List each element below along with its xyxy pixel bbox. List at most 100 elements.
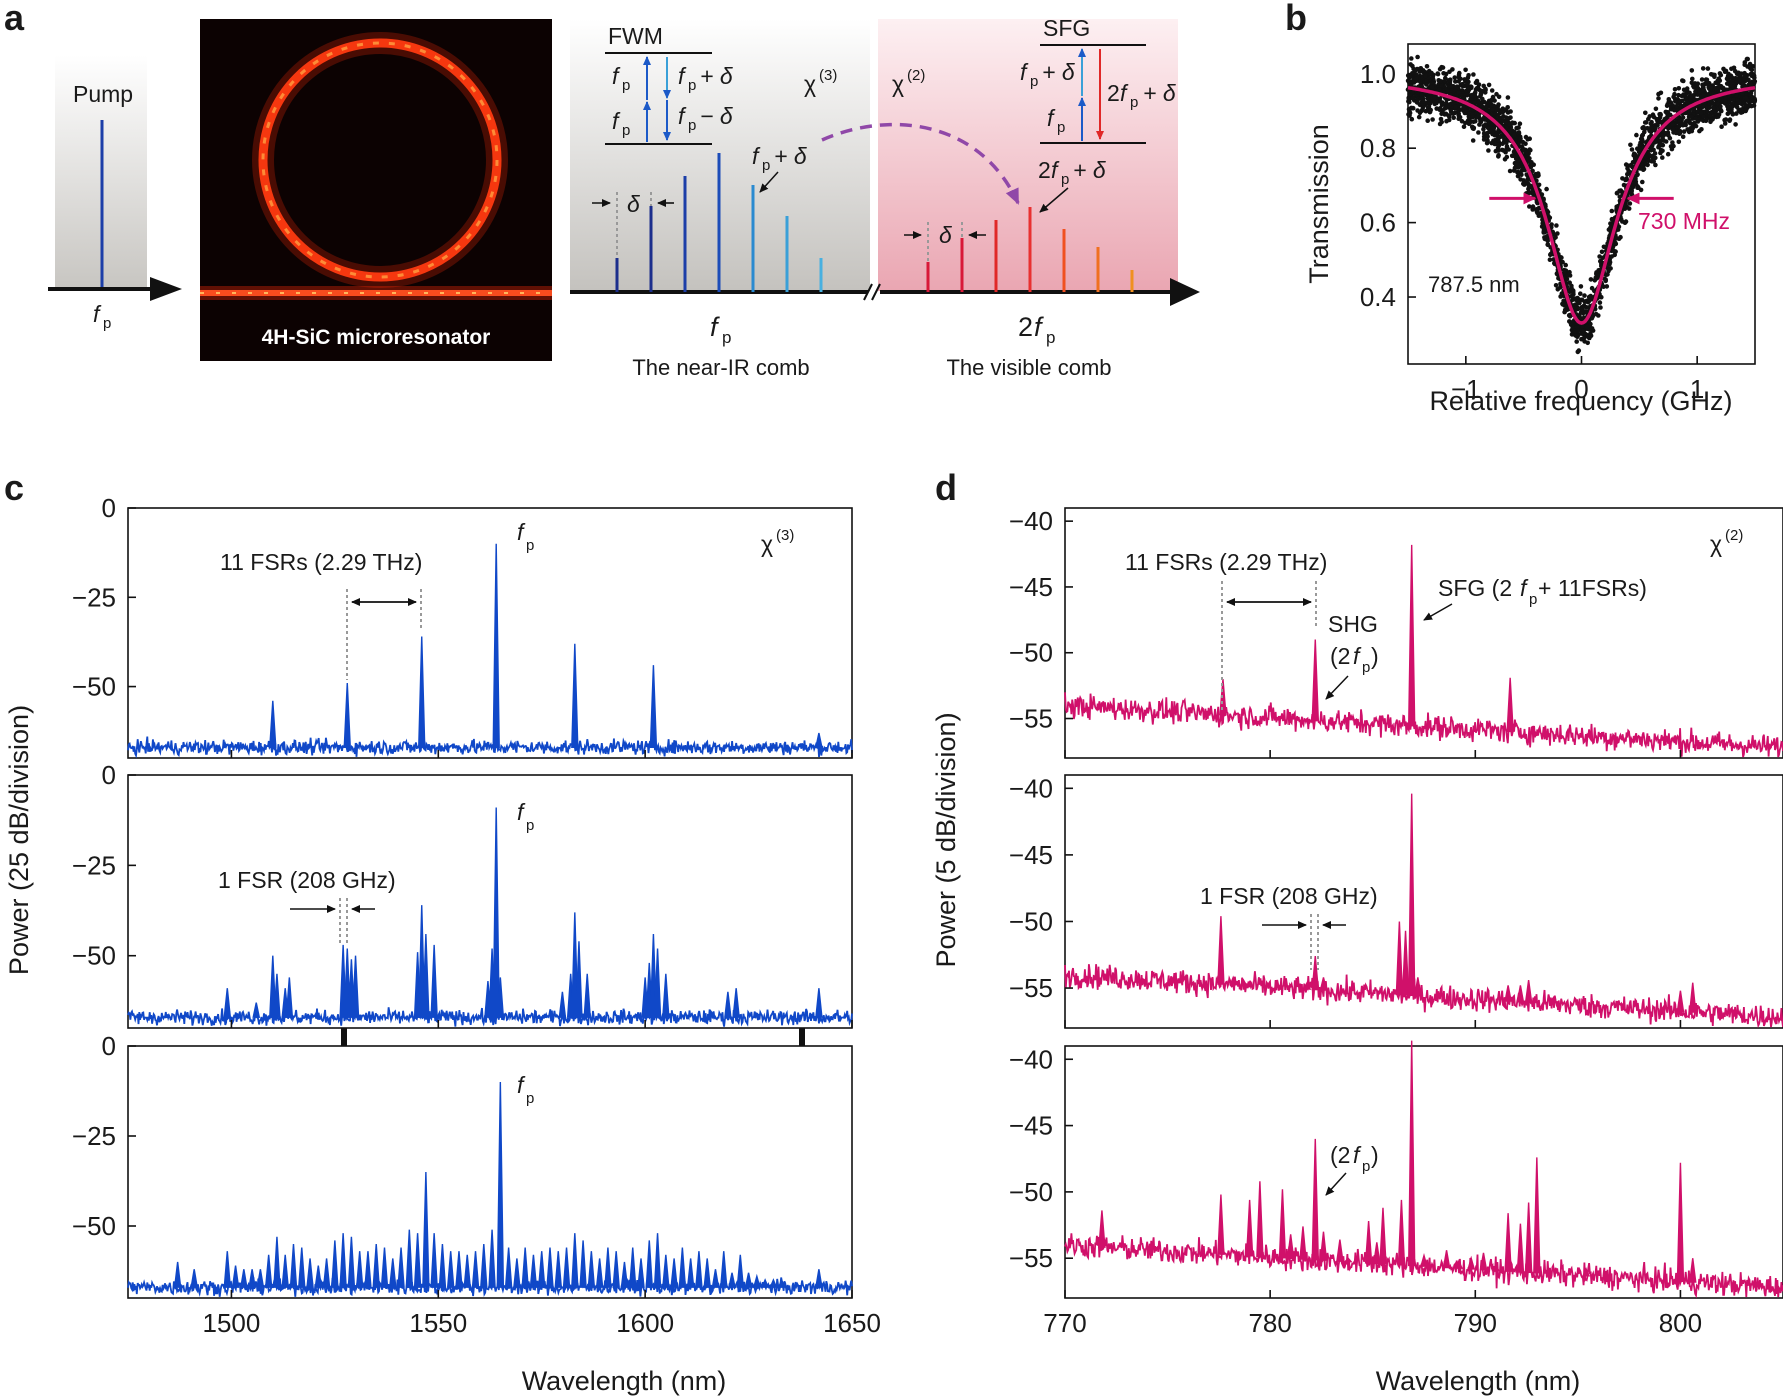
chart-c-peak	[558, 991, 567, 1018]
chi3-label: χ	[804, 71, 816, 97]
chart-b-point	[1562, 269, 1567, 275]
chart-b-wavelength: 787.5 nm	[1428, 272, 1520, 297]
visible-axis-fp: f	[1034, 312, 1044, 342]
chart-b-point	[1712, 72, 1717, 78]
chart-c-peak	[815, 988, 823, 1018]
chart-c-peak	[422, 1171, 430, 1288]
chart-c-fp-2-sub: p	[526, 817, 534, 834]
chart-d-chi-sup: (2)	[1725, 527, 1743, 544]
pump-fp-sub: p	[103, 315, 111, 332]
chart-b-point	[1697, 128, 1702, 134]
chart-b-point	[1481, 83, 1486, 89]
chart-b-point	[1740, 81, 1745, 87]
chart-b-point	[1681, 92, 1686, 97]
chart-c-peak	[620, 1261, 629, 1288]
chart-b-point	[1587, 298, 1592, 304]
chart-b-point	[1707, 105, 1712, 110]
chart-b-point	[1430, 117, 1435, 122]
chart-d-ytick-label: −45	[1009, 572, 1053, 602]
pump-label: Pump	[73, 81, 133, 107]
chart-b-point	[1436, 87, 1442, 92]
chart-c-peak	[347, 1236, 356, 1288]
chart-d-peak	[1397, 1199, 1406, 1266]
chart-b-point	[1716, 97, 1722, 103]
chart-c-peak	[678, 1247, 687, 1288]
chart-b-point	[1639, 162, 1645, 168]
chart-b-point	[1415, 54, 1420, 60]
chart-b-point	[1598, 305, 1603, 310]
chart-b-point	[1481, 137, 1487, 142]
chart-b-point	[1643, 110, 1648, 116]
chart-b-point	[1705, 109, 1710, 114]
chart-d-sfg: SFG (2	[1438, 575, 1512, 601]
comb-2fp-two: 2	[1038, 157, 1051, 183]
chart-b-point	[1592, 288, 1597, 294]
chart-b-point	[1633, 176, 1638, 182]
chart-c-peak	[537, 1251, 546, 1288]
chart-c-peak	[711, 1269, 720, 1288]
chart-d-peak	[1688, 982, 1697, 1013]
chart-b-point	[1506, 147, 1511, 152]
chart-b-point	[1655, 119, 1660, 124]
chart-b-point	[1652, 151, 1658, 156]
chart-c-frame	[127, 774, 853, 1029]
chart-d-noise-trace	[1064, 1233, 1783, 1299]
chart-b-point	[1734, 93, 1739, 98]
chart-b-point	[1503, 120, 1509, 125]
chart-d-peak	[1516, 1223, 1525, 1273]
schematic-panel: Pump f p 4H-SiC microresonator	[48, 15, 1200, 380]
chart-b-point	[1634, 132, 1639, 138]
chart-b-point	[1687, 109, 1692, 115]
chart-c-peak	[777, 1278, 786, 1288]
chart-b-point	[1473, 114, 1479, 120]
chart-b-point	[1625, 166, 1630, 171]
chart-c-peak	[761, 1278, 770, 1288]
chart-b-point	[1512, 165, 1518, 171]
chart-b-point	[1520, 139, 1526, 145]
chart-b-ytick-label: 0.4	[1360, 282, 1396, 312]
chart-c-peak	[513, 1258, 521, 1288]
chart-b-point	[1572, 306, 1578, 311]
chart-b-point	[1419, 92, 1424, 98]
chart-d-peak	[1311, 956, 1320, 991]
chart-c-ytick-label: −50	[72, 1211, 116, 1241]
chart-d-peak	[1278, 1189, 1287, 1259]
chart-b-point	[1666, 97, 1672, 102]
chart-b-point	[1553, 283, 1559, 288]
chart-b-point	[1590, 328, 1596, 333]
chart-d-peak	[1442, 1250, 1451, 1269]
chart-b-point	[1504, 154, 1510, 160]
chart-d-shg-pointer	[1325, 675, 1349, 700]
chart-b-point	[1412, 68, 1418, 73]
fwm-label: FWM	[608, 23, 663, 49]
chart-d-noise-trace	[1064, 692, 1783, 758]
chart-b-point	[1424, 82, 1429, 87]
chart-b-point	[1414, 100, 1420, 105]
chart-b-point	[1599, 249, 1605, 255]
chart-b-point	[1485, 134, 1490, 139]
nearir-delta: δ	[627, 191, 640, 217]
chart-d-2fp-open: (2	[1330, 1142, 1350, 1168]
chart-b-point	[1465, 92, 1470, 98]
chart-c-peak	[339, 1233, 347, 1288]
chart-d-2fp-pointer	[1325, 1172, 1347, 1196]
sfg-2fp-sub: p	[1130, 94, 1138, 111]
sfg-label: SFG	[1043, 15, 1090, 41]
chart-b-point	[1567, 319, 1572, 324]
chart-b-point	[1542, 235, 1547, 240]
chart-b-point	[1670, 140, 1675, 145]
chart-b-point	[1617, 194, 1623, 200]
chart-b-point	[1578, 291, 1583, 297]
chart-b-point	[1496, 94, 1502, 100]
chart-b-point	[1726, 73, 1731, 79]
chart-b-point	[1417, 69, 1422, 74]
chart-b-point	[1613, 235, 1618, 240]
chart-d-peak	[1395, 921, 1404, 996]
chart-b-point	[1541, 227, 1547, 232]
chart-c-xtick-label: 1600	[616, 1308, 674, 1338]
chart-b-point	[1535, 173, 1540, 179]
chart-d-ytick-label: −55	[1009, 704, 1053, 734]
panel-label-a: a	[4, 0, 25, 38]
chart-d-peak	[1229, 975, 1238, 986]
chart-d-shg: SHG	[1328, 611, 1378, 637]
